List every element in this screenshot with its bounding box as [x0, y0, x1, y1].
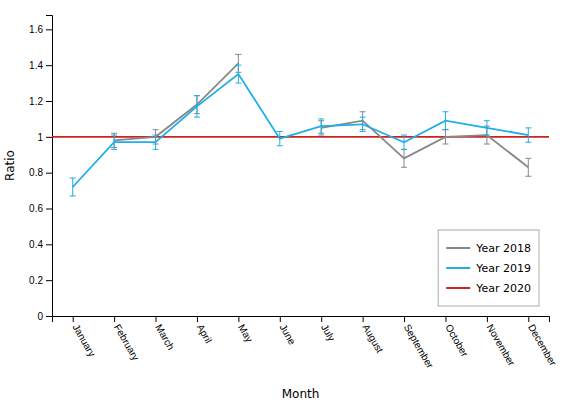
x-tick: October [443, 316, 471, 359]
y-tick-label: 0.8 [29, 167, 43, 178]
x-tick-mark [156, 316, 157, 322]
series-line [73, 74, 529, 187]
x-tick-label: March [153, 322, 176, 352]
x-tick: January [70, 316, 97, 359]
series [70, 65, 532, 196]
legend-swatch [446, 267, 470, 269]
y-tick-label: 0 [37, 311, 43, 322]
y-tick: 0.4 [29, 239, 52, 250]
x-tick: May [236, 316, 255, 344]
plot: January February March April May June July Augu… [29, 16, 559, 371]
x-tick-mark [280, 316, 281, 322]
x-tick-label: June [278, 322, 299, 347]
legend-label: Year 2018 [475, 242, 531, 255]
x-tick-label: August [360, 322, 385, 355]
x-tick-mark [73, 316, 74, 322]
legend-item: Year 2018 [446, 242, 531, 255]
x-axis-line [53, 317, 550, 323]
y-tick-mark [46, 280, 52, 281]
x-axis: January February March April May June July Augu… [53, 316, 559, 371]
y-tick-mark [46, 65, 52, 66]
y-tick-mark [46, 209, 52, 210]
legend-label: Year 2020 [475, 282, 531, 295]
y-tick: 1.6 [29, 24, 52, 35]
x-tick-mark [363, 316, 364, 322]
legend-item: Year 2020 [446, 282, 531, 295]
y-tick: 0.8 [29, 167, 52, 178]
x-tick: June [278, 316, 299, 347]
x-tick-label: October [443, 322, 471, 359]
y-tick: 0 [37, 311, 52, 322]
x-tick-mark [487, 316, 488, 322]
y-axis-title: Ratio [3, 150, 17, 181]
marks [52, 54, 549, 196]
x-tick: December [526, 316, 559, 368]
x-tick-label: February [112, 322, 142, 362]
y-tick-label: 1.6 [29, 24, 43, 35]
y-tick: 0.6 [29, 203, 52, 214]
y-tick-mark [46, 173, 52, 174]
x-tick-mark [197, 316, 198, 322]
x-tick-label: September [402, 322, 436, 370]
x-tick-mark [404, 316, 405, 322]
y-tick-label: 1.2 [29, 96, 43, 107]
y-tick: 1.2 [29, 96, 52, 107]
y-tick-mark [46, 137, 52, 138]
legend-frame [438, 230, 539, 306]
x-tick-mark [114, 316, 115, 322]
y-tick-mark [46, 29, 52, 30]
y-axis: 0 0.2 0.4 0.6 0.8 1 1.2 1.4 1.6 [29, 16, 52, 322]
x-tick-mark [321, 316, 322, 322]
y-tick-label: 0.2 [29, 275, 43, 286]
x-tick-label: July [319, 322, 337, 343]
legend-swatch [446, 247, 470, 249]
series-line [114, 63, 528, 167]
x-tick: February [112, 316, 142, 362]
y-tick: 0.2 [29, 275, 52, 286]
y-axis-line [46, 16, 53, 317]
legend: Year 2018 Year 2019 Year 2020 [438, 230, 539, 306]
x-tick-label: January [70, 322, 97, 358]
x-tick-label: May [236, 322, 255, 344]
y-tick: 1.4 [29, 60, 52, 71]
x-tick: July [319, 316, 337, 343]
x-tick: August [360, 316, 385, 355]
x-axis-title: Month [282, 387, 320, 401]
y-tick-label: 1.4 [29, 60, 43, 71]
x-tick-mark [445, 316, 446, 322]
y-tick-mark [46, 101, 52, 102]
y-tick-mark [46, 316, 52, 317]
y-tick-label: 0.4 [29, 239, 43, 250]
chart: January February March April May June July Augu… [0, 0, 564, 408]
legend-item: Year 2019 [446, 262, 531, 275]
y-tick-mark [46, 244, 52, 245]
x-tick-label: December [526, 322, 559, 368]
legend-label: Year 2019 [475, 262, 531, 275]
series [111, 54, 531, 176]
x-tick-label: April [195, 322, 215, 345]
x-tick-mark [528, 316, 529, 322]
x-tick: November [485, 316, 518, 368]
x-tick: April [195, 316, 215, 345]
x-tick-mark [238, 316, 239, 322]
y-tick-label: 1 [37, 132, 43, 143]
x-tick-label: November [485, 322, 518, 368]
x-tick: September [402, 316, 436, 371]
x-tick: March [153, 316, 176, 352]
legend-swatch [446, 287, 470, 289]
y-tick: 1 [37, 132, 52, 143]
y-tick-label: 0.6 [29, 203, 43, 214]
